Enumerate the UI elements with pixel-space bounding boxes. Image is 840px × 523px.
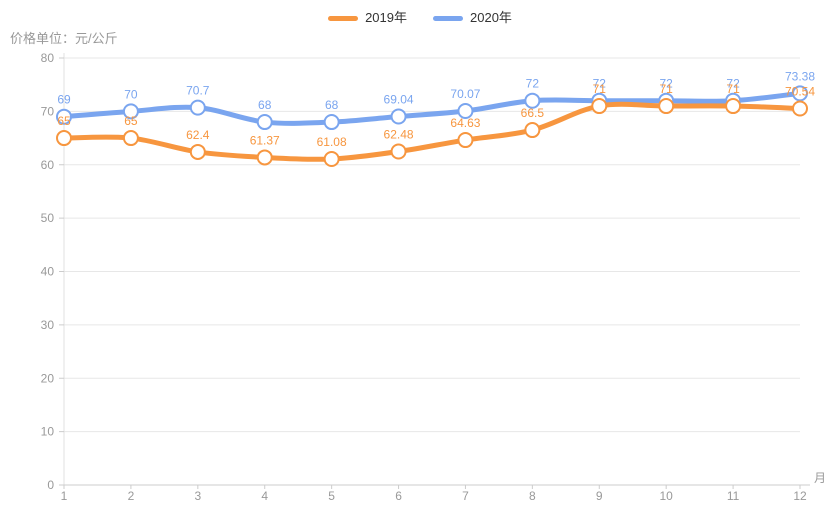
point-label-2020年-5: 68 [325,98,339,112]
data-point-2019年-5[interactable] [323,150,340,167]
point-label-2020年-7: 70.07 [450,87,480,101]
point-label-2020年-2: 70 [124,87,138,101]
legend-item-2019[interactable]: 2019年 [328,11,407,25]
data-point-2020年-8[interactable] [524,92,541,109]
x-axis-name-label: 月 [814,471,826,485]
y-axis-tick-label: 10 [41,425,55,439]
y-axis-tick-label: 50 [41,211,55,225]
point-label-2019年-12: 70.54 [785,84,815,98]
x-axis-tick-label: 1 [61,489,68,503]
x-axis-tick-label: 8 [529,489,536,503]
x-axis-tick-label: 4 [261,489,268,503]
data-point-2019年-1[interactable] [56,130,72,147]
data-point-2020年-2[interactable] [122,103,139,120]
point-label-2019年-3: 62.4 [186,128,210,142]
point-label-2020年-12: 73.38 [785,69,815,83]
point-label-2019年-5: 61.08 [317,135,347,149]
y-axis-tick-label: 0 [47,478,54,492]
data-point-2020年-4[interactable] [256,114,273,131]
legend-line-swatch-2020-icon [433,15,463,21]
point-label-2020年-6: 69.04 [384,93,414,107]
x-axis-tick-label: 5 [328,489,335,503]
data-point-2019年-9[interactable] [591,98,608,115]
point-label-2019年-8: 66.5 [521,106,545,120]
x-axis-tick-label: 6 [395,489,402,503]
data-point-2019年-6[interactable] [390,143,407,160]
point-label-2019年-4: 61.37 [250,133,280,147]
data-point-2020年-5[interactable] [323,114,340,131]
legend-label-2019: 2019年 [365,10,407,25]
y-axis-tick-label: 20 [41,371,55,385]
chart-legend: 2019年 2020年 [0,11,840,25]
data-point-2019年-4[interactable] [256,149,273,166]
data-point-2020年-6[interactable] [390,108,407,125]
point-label-2019年-6: 62.48 [384,128,414,142]
data-point-2020年-7[interactable] [457,103,474,119]
data-point-2019年-2[interactable] [122,130,139,147]
data-point-2019年-3[interactable] [189,143,206,160]
point-label-2020年-3: 70.7 [186,84,210,98]
point-label-2019年-7: 64.63 [450,116,480,130]
point-label-2019年-9: 71 [593,82,607,96]
legend-label-2020: 2020年 [470,10,512,25]
x-axis-tick-label: 11 [727,489,740,503]
point-label-2020年-8: 72 [526,77,540,91]
x-axis-tick-label: 10 [660,489,674,503]
data-point-2020年-12[interactable] [792,85,808,102]
y-axis-tick-label: 60 [41,158,55,172]
data-point-2020年-3[interactable] [189,99,206,116]
point-label-2019年-11: 71 [726,82,740,96]
x-axis-tick-label: 9 [596,489,603,503]
point-label-2020年-4: 68 [258,98,272,112]
point-label-2020年-11: 72 [726,77,740,91]
data-point-2019年-10[interactable] [658,98,675,115]
y-axis-unit-title: 价格单位：元/公斤 [10,31,118,46]
data-point-2019年-7[interactable] [457,132,474,149]
data-point-2019年-8[interactable] [524,122,541,139]
x-axis-tick-label: 2 [128,489,135,503]
point-label-2019年-2: 65 [124,114,138,128]
y-axis-tick-label: 80 [41,51,55,65]
data-point-2020年-1[interactable] [56,108,72,125]
data-point-2019年-11[interactable] [725,98,742,115]
y-axis-tick-label: 70 [41,104,55,118]
point-label-2020年-1: 69 [57,93,71,107]
point-label-2019年-10: 71 [660,82,674,96]
x-axis-tick-label: 12 [793,489,807,503]
x-axis-tick-label: 3 [194,489,201,503]
legend-item-2020[interactable]: 2020年 [433,11,512,25]
point-label-2020年-9: 72 [593,77,607,91]
point-label-2019年-1: 65 [57,114,71,128]
y-axis-tick-label: 30 [41,318,55,332]
x-axis-tick-label: 7 [462,489,469,503]
y-axis-tick-label: 40 [41,265,55,279]
point-label-2020年-10: 72 [660,77,674,91]
data-point-2019年-12[interactable] [792,100,808,117]
legend-line-swatch-2019-icon [328,15,359,21]
